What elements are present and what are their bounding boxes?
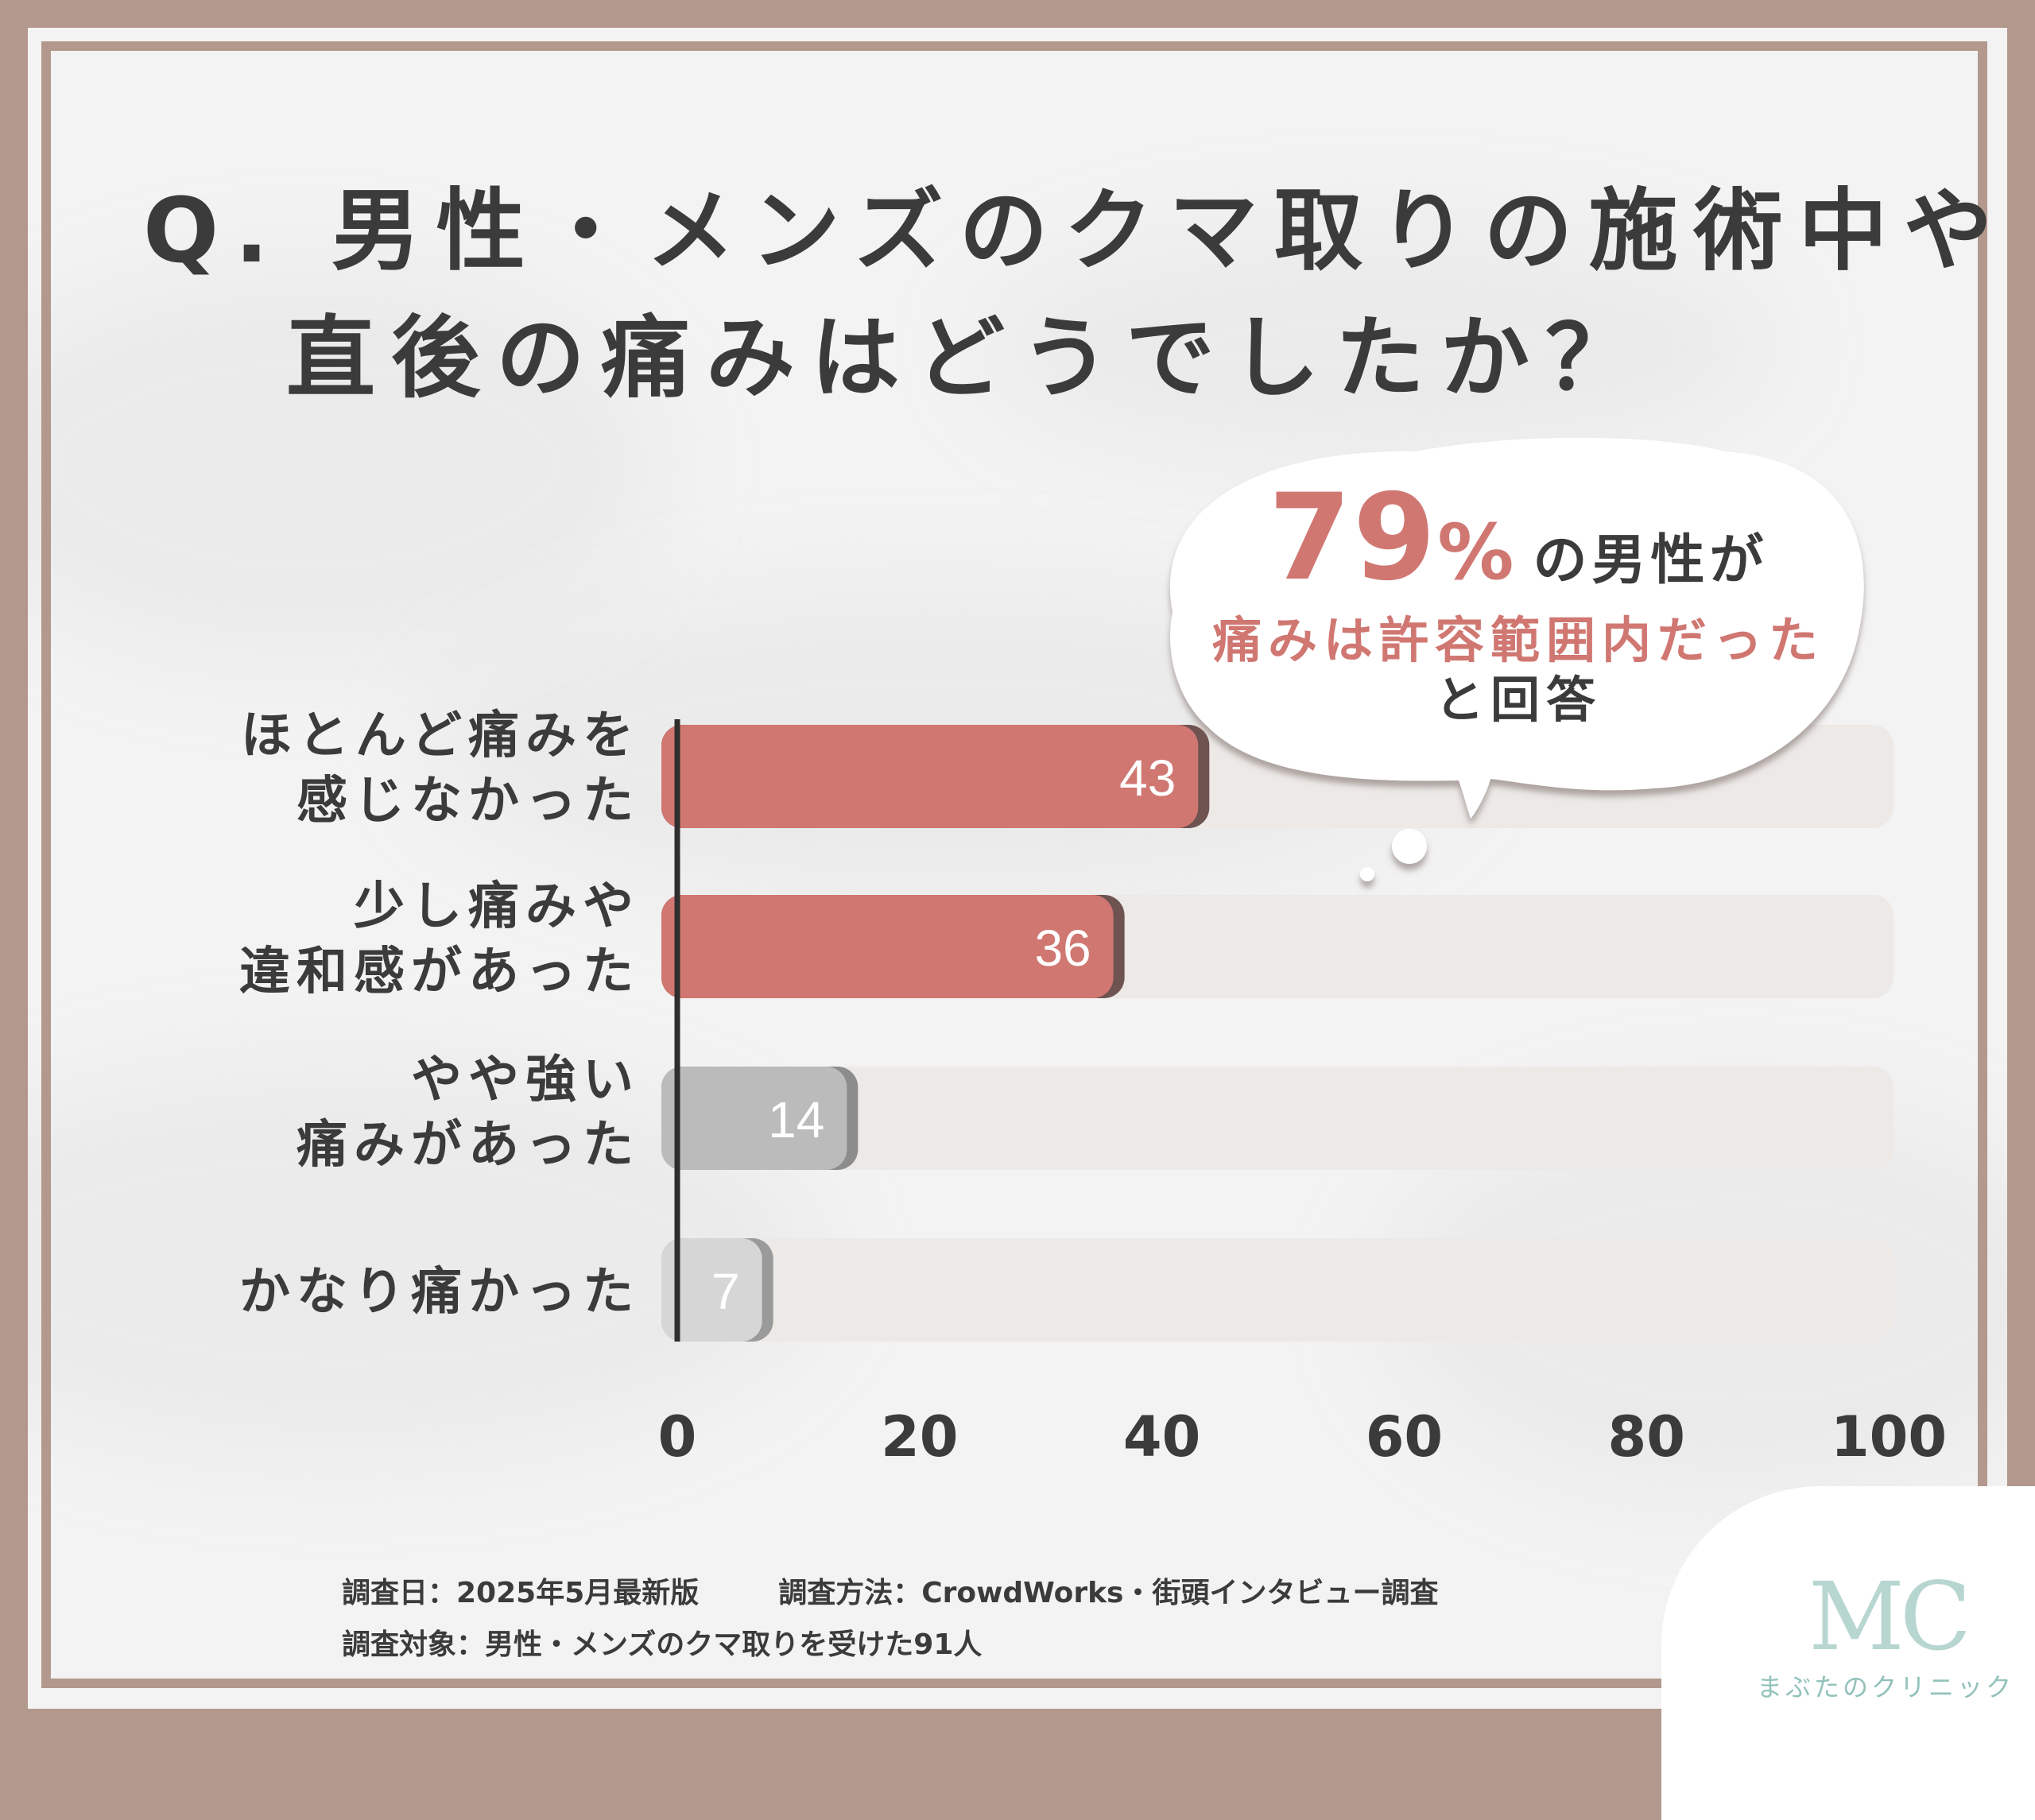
x-tick-label-100: 100 [1831, 1404, 1947, 1470]
callout-line3: と回答 [1434, 671, 1602, 729]
speech-bubble-shape [1169, 437, 1864, 819]
bar-4 [661, 1238, 762, 1342]
category-label-1-line1: ほとんど痛みを [240, 707, 640, 765]
chart-title-line1: Q. 男性・メンズのクマ取りの施術中や [143, 180, 2009, 283]
bar-1 [661, 725, 1199, 828]
callout-line1-text: の男性が [1533, 529, 1769, 592]
callout-percent: 79 [1268, 469, 1438, 607]
callout-line2: 痛みは許容範囲内だった [1211, 611, 1824, 669]
survey-method: 調査方法：CrowdWorks・街頭インタビュー調査 [778, 1577, 1439, 1609]
clinic-logo-name: まぶたのクリニック [1757, 1672, 2015, 1702]
bar-3 [661, 1067, 847, 1170]
category-label-4-line1: かなり痛かった [239, 1263, 640, 1322]
x-tick-label-80: 80 [1607, 1404, 1684, 1470]
bubble-dot-small [1360, 867, 1374, 881]
survey-date: 調査日：2025年5月最新版 [342, 1577, 700, 1609]
bar-track-3 [677, 1067, 1894, 1170]
x-tick-label-60: 60 [1366, 1404, 1443, 1470]
x-tick-label-40: 40 [1123, 1404, 1200, 1470]
callout-line1: 79% の男性が [1169, 469, 1868, 607]
speech-bubble [1169, 437, 1864, 881]
x-tick-label-0: 0 [658, 1404, 697, 1470]
category-label-3-line1: やや強い [411, 1051, 640, 1109]
callout-percent-sign: % [1437, 508, 1519, 597]
category-label-4: かなり痛かった [239, 1260, 640, 1325]
category-label-3-line2: 痛みがあった [297, 1116, 640, 1175]
bar-chart: 43 36 14 7 0 20 40 60 80 100 [658, 437, 1947, 1470]
category-label-1: ほとんど痛みを 感じなかった [241, 703, 640, 834]
category-label-1-line2: 感じなかった [297, 772, 640, 831]
clinic-logo-mark: MC [1808, 1562, 1971, 1671]
bar-value-label-4: 7 [711, 1263, 740, 1320]
bar-track-4 [677, 1238, 1894, 1342]
x-tick-label-20: 20 [881, 1404, 958, 1470]
bar-value-label-1: 43 [1119, 749, 1176, 807]
chart-title-line2: 直後の痛みはどうでしたか？ [286, 307, 1650, 410]
bubble-dot-large [1392, 829, 1427, 864]
category-label-2-line1: 少し痛みや [354, 877, 640, 936]
category-label-2-line2: 違和感があった [239, 943, 640, 1001]
bar-value-label-2: 36 [1034, 920, 1091, 977]
inner-frame [41, 41, 1987, 1688]
footer-line1: 調査日：2025年5月最新版 調査方法：CrowdWorks・街頭インタビュー調査 [342, 1570, 1438, 1611]
bar-2 [661, 895, 1114, 998]
bar-value-label-3: 14 [768, 1091, 824, 1148]
survey-target: 調査対象：男性・メンズのクマ取りを受けた91人 [342, 1628, 983, 1661]
category-label-3: やや強い 痛みがあった [297, 1047, 640, 1178]
category-label-2: 少し痛みや 違和感があった [239, 874, 640, 1005]
